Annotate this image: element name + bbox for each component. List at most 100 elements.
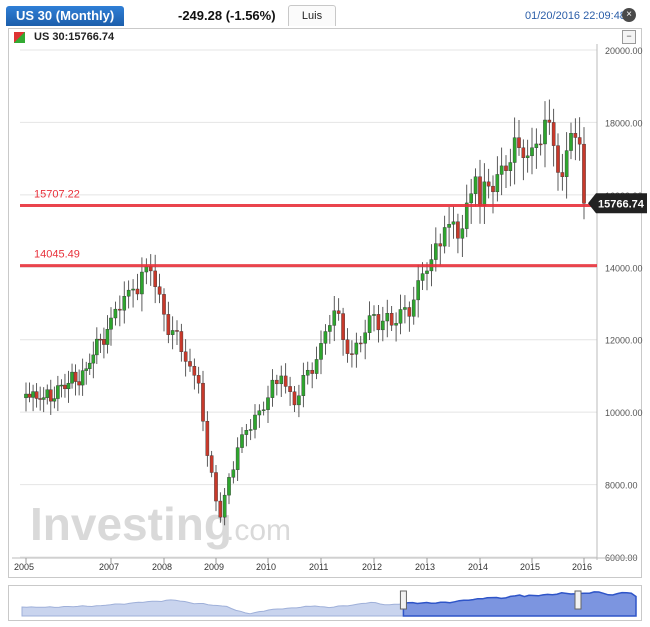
price-tag-label: 15766.74: [598, 198, 645, 210]
candle-body: [38, 398, 42, 400]
candle-body: [577, 137, 582, 145]
candle-body: [301, 375, 306, 396]
candle-body: [560, 172, 565, 177]
candle-body: [183, 351, 188, 362]
candle-body: [162, 294, 166, 315]
candle-body: [569, 133, 573, 151]
navigator-panel[interactable]: [8, 585, 642, 621]
close-icon[interactable]: ×: [622, 8, 636, 22]
candle-body: [266, 397, 270, 410]
x-tick-label: 2013: [415, 562, 435, 572]
candle-body: [495, 174, 500, 193]
level-label: 15707.22: [34, 188, 80, 200]
candle-body: [240, 434, 244, 448]
candle-body: [556, 145, 560, 173]
candle-body: [491, 185, 495, 193]
candle-body: [456, 221, 460, 239]
minimize-icon[interactable]: −: [622, 30, 636, 44]
candle-body: [98, 338, 103, 341]
candle-body: [283, 375, 288, 387]
candle-body: [157, 286, 162, 295]
candle-body: [350, 353, 354, 355]
candle-body: [214, 472, 218, 502]
candle-body: [512, 137, 517, 163]
watermark-suffix: .com: [226, 514, 291, 547]
candle-body: [140, 271, 144, 295]
candle-body: [288, 386, 292, 392]
candle-body: [376, 314, 381, 331]
candle-body: [411, 299, 416, 317]
candle-body: [319, 343, 323, 360]
candle-body: [478, 176, 482, 206]
candle-body: [398, 309, 403, 324]
candle-body: [73, 371, 78, 382]
y-tick-label: 10000.00: [605, 408, 643, 418]
watermark-brand: Investing: [30, 498, 232, 550]
x-tick-label: 2007: [99, 562, 119, 572]
candle-body: [179, 331, 184, 352]
candle-body: [438, 243, 443, 247]
candle-body: [358, 342, 363, 345]
candle-body: [372, 314, 376, 316]
candle-body: [235, 447, 240, 470]
x-tick-label: 2009: [204, 562, 224, 572]
candle-body: [381, 320, 385, 331]
candle-body: [192, 366, 197, 376]
candle-body: [227, 477, 231, 496]
candle-body: [504, 165, 508, 171]
candle-body: [77, 381, 81, 386]
candle-body: [332, 310, 337, 326]
candle-body: [135, 288, 140, 295]
user-tab[interactable]: Luis: [288, 5, 336, 26]
candle-body: [131, 288, 135, 291]
x-tick-label: 2010: [256, 562, 276, 572]
chart-panel: [8, 28, 642, 578]
price-tag: [588, 193, 647, 214]
candle-body: [34, 391, 39, 399]
candle-body: [469, 193, 473, 204]
candle-body: [170, 330, 175, 335]
candle-body: [530, 147, 534, 157]
candle-body: [403, 307, 407, 310]
candle-body: [84, 368, 89, 371]
candle-body: [56, 385, 60, 399]
candle-body: [275, 379, 279, 385]
candle-body: [305, 369, 310, 376]
candle-body: [499, 165, 504, 175]
candle-body: [451, 221, 456, 225]
candle-body: [336, 310, 341, 314]
candle-body: [354, 342, 359, 355]
candle-body: [205, 421, 210, 456]
candle-body: [573, 133, 578, 138]
candle-body: [328, 325, 332, 332]
candle-body: [367, 315, 372, 333]
candle-body: [551, 122, 556, 146]
candle-body: [52, 398, 57, 402]
candle-body: [244, 430, 249, 435]
chart-title-tab[interactable]: US 30 (Monthly): [6, 6, 125, 26]
y-tick-label: 12000.00: [605, 336, 643, 346]
candle-body: [144, 266, 149, 273]
candle-body: [70, 371, 74, 384]
candle-body: [45, 389, 50, 398]
candle-body: [222, 494, 227, 518]
candle-body: [482, 181, 487, 206]
candle-body: [460, 228, 465, 239]
x-tick-label: 2014: [468, 562, 488, 572]
x-tick-label: 2012: [362, 562, 382, 572]
level-label: 14045.49: [34, 249, 80, 261]
candle-body: [447, 224, 451, 228]
candle-body: [261, 409, 266, 411]
candle-body: [534, 143, 539, 148]
candle-body: [196, 375, 201, 384]
candle-body: [389, 313, 394, 326]
candle-body: [420, 273, 425, 281]
candle-body: [66, 382, 71, 390]
candle-body: [486, 181, 491, 187]
candle-body: [292, 391, 297, 406]
candle-body: [63, 384, 67, 390]
candle-body: [464, 202, 469, 229]
candle-body: [201, 382, 205, 422]
candle-body: [341, 313, 345, 340]
